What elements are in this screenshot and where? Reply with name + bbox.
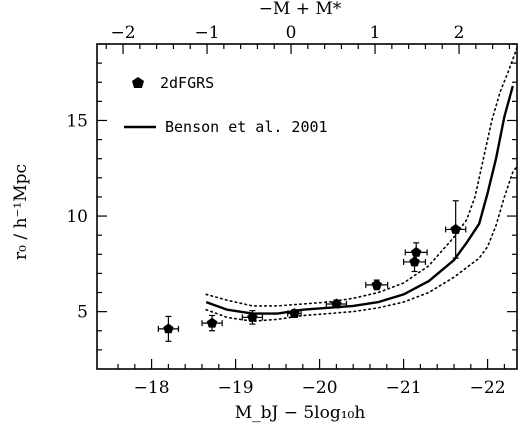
point-marker	[450, 223, 461, 234]
data-point	[445, 200, 467, 259]
data-points	[157, 200, 467, 342]
point-marker	[411, 246, 422, 257]
plot-frame	[96, 43, 518, 370]
axis-ticks	[97, 43, 517, 369]
data-point	[365, 279, 389, 291]
model-bound-line	[205, 47, 518, 307]
x-tick-label: −21	[386, 378, 422, 398]
point-marker	[289, 308, 300, 318]
point-marker	[331, 298, 342, 309]
model-bound-line	[205, 165, 518, 323]
legend-model-label: Benson et al. 2001	[165, 118, 328, 136]
top-tick-label: −2	[111, 23, 136, 43]
top-axis-label: −M + M*	[259, 0, 342, 19]
point-marker	[206, 317, 218, 328]
data-point	[241, 310, 264, 325]
top-tick-label: 2	[454, 23, 465, 43]
data-point	[157, 315, 180, 342]
data-point	[404, 242, 428, 263]
x-tick-label: −20	[302, 378, 338, 398]
tick-labels: −18 −19 −20 −21 −22 −2 −1 0 1 2 5 10 15	[66, 23, 505, 398]
y-tick-label: 5	[77, 303, 88, 323]
point-marker	[163, 323, 174, 334]
data-point	[287, 308, 302, 318]
legend-marker	[132, 77, 144, 88]
top-tick-label: 1	[370, 23, 381, 43]
data-point	[325, 298, 348, 309]
model-uncertainty-band	[205, 47, 518, 323]
point-marker	[247, 311, 258, 322]
y-tick-label: 15	[66, 111, 88, 131]
y-axis-label: r₀ / h⁻¹Mpc	[11, 164, 31, 260]
x-axis-label: M_bJ − 5log₁₀h	[235, 403, 366, 423]
x-tick-label: −22	[470, 378, 506, 398]
top-tick-label: −1	[195, 23, 220, 43]
model-line	[205, 85, 514, 315]
top-tick-label: 0	[286, 23, 297, 43]
x-tick-label: −19	[218, 378, 254, 398]
y-tick-label: 10	[66, 207, 88, 227]
point-marker	[371, 279, 382, 290]
data-point	[201, 314, 223, 332]
legend: 2dFGRS Benson et al. 2001	[124, 74, 328, 136]
legend-points-label: 2dFGRS	[160, 74, 214, 92]
x-tick-label: −18	[134, 378, 170, 398]
